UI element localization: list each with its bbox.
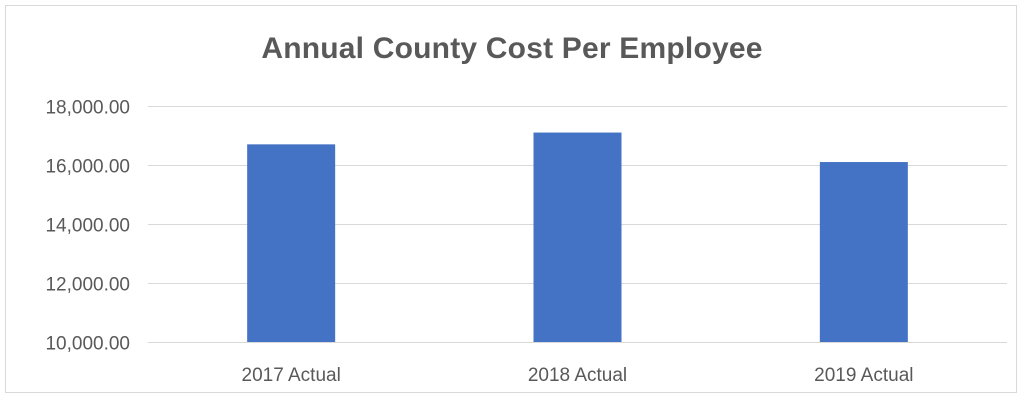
x-category-label: 2017 Actual — [242, 365, 341, 386]
x-axis-category-labels: 2017 Actual 2018 Actual 2019 Actual — [242, 365, 914, 386]
y-tick-label: 14,000.00 — [45, 216, 130, 237]
x-category-label: 2019 Actual — [814, 365, 913, 386]
y-tick-label: 16,000.00 — [45, 157, 130, 178]
bars — [247, 132, 908, 342]
chart-title: Annual County Cost Per Employee — [261, 32, 763, 65]
y-tick-label: 12,000.00 — [45, 275, 130, 296]
y-tick-label: 10,000.00 — [45, 334, 130, 355]
x-category-label: 2018 Actual — [528, 365, 627, 386]
bar — [247, 144, 336, 342]
y-axis-tick-labels: 10,000.00 12,000.00 14,000.00 16,000.00 18,0… — [45, 98, 130, 355]
bar — [819, 162, 908, 342]
bar — [533, 132, 622, 342]
y-tick-label: 18,000.00 — [45, 98, 130, 119]
